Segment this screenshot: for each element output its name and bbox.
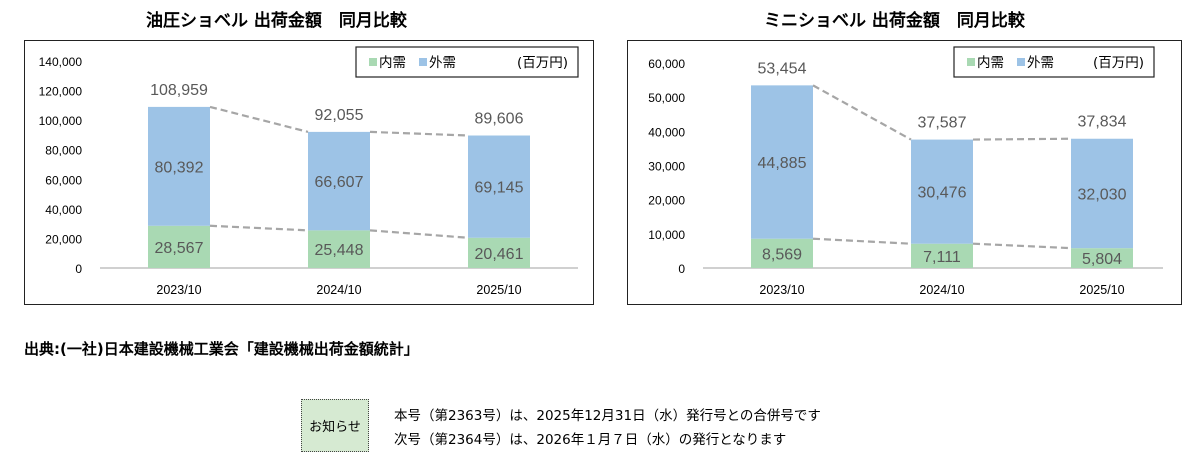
hydraulic-legend-label-export: 外需 [429,55,456,71]
source-citation: 出典:(一社)日本建設機械工業会「建設機械出荷金額統計」 [24,340,419,358]
mini-y-tick-label: 10,000 [648,228,685,242]
hydraulic-x-tick-label: 2024/10 [316,283,361,297]
chart-panel-hydraulic: 0 20,000 40,000 60,000 80,000 100,000 120,000 1… [24,40,594,305]
mini-y-tick-label: 50,000 [648,91,685,105]
chart-title-hydraulic: 油圧ショベル 出荷金額 同月比較 [146,11,407,31]
mini-legend-label-domestic: 内需 [977,55,1004,71]
chart-title-mini: ミニショベル 出荷金額 同月比較 [764,11,1025,31]
hydraulic-label-domestic: 20,461 [475,246,524,263]
hydraulic-y-tick-label: 100,000 [39,114,83,128]
notice-line-1: 本号（第2363号）は、2025年12月31日（水）発行号との合併号です [394,408,821,424]
mini-label-domestic: 8,569 [762,246,802,263]
mini-label-total: 53,454 [758,60,807,77]
hydraulic-connector-domestic [369,229,469,239]
hydraulic-legend-swatch-export [419,58,427,66]
mini-legend-box [953,46,1155,78]
hydraulic-y-tick-label: 140,000 [39,55,83,69]
mini-bar-domestic [911,243,973,268]
hydraulic-label-total: 89,606 [475,111,524,128]
mini-label-export: 44,885 [758,155,807,172]
hydraulic-bar-export [148,106,210,226]
mini-x-tick-label: 2025/10 [1079,283,1124,297]
mini-label-domestic: 7,111 [923,249,961,266]
mini-legend-swatch-export [1017,58,1025,66]
mini-legend-label-export: 外需 [1027,55,1054,71]
mini-chart-svg: 0 10,000 20,000 30,000 40,000 50,000 60,000 8,5… [648,46,1163,297]
hydraulic-y-tick-label: 80,000 [45,144,82,158]
mini-y-tick-label: 40,000 [648,125,685,139]
hydraulic-bar-export [308,131,370,231]
notice-badge: お知らせ [301,399,369,452]
mini-y-tick-label: 30,000 [648,160,685,174]
hydraulic-label-export: 80,392 [155,159,204,176]
hydraulic-label-total: 108,959 [150,82,208,99]
notice-badge-label: お知らせ [309,420,361,435]
mini-y-tick-label: 0 [678,262,685,276]
mini-connector-total [972,137,1072,141]
mini-legend-swatch-domestic [967,58,975,66]
hydraulic-legend-swatch-domestic [369,58,377,66]
chart-panel-mini: 0 10,000 20,000 30,000 40,000 50,000 60,000 8,5… [627,40,1182,305]
hydraulic-x-tick-label: 2023/10 [156,283,201,297]
hydraulic-label-export: 66,607 [315,174,364,191]
mini-connector-domestic [972,242,1072,250]
hydraulic-bar-domestic [308,230,370,268]
hydraulic-y-tick-label: 20,000 [45,232,82,246]
mini-y-tick-label: 60,000 [648,57,685,71]
mini-label-total: 37,834 [1078,114,1127,131]
mini-y-tick-label: 20,000 [648,194,685,208]
hydraulic-legend-box [355,46,579,78]
mini-label-export: 32,030 [1078,186,1127,203]
hydraulic-legend-unit: (百万円) [517,55,568,71]
hydraulic-label-domestic: 28,567 [155,240,204,257]
hydraulic-legend-label-domestic: 内需 [379,55,406,71]
mini-x-tick-label: 2024/10 [919,283,964,297]
mini-bar-domestic [1071,248,1133,268]
mini-label-domestic: 5,804 [1082,251,1122,268]
mini-label-total: 37,587 [918,115,967,132]
hydraulic-connector-total [209,105,309,133]
hydraulic-label-domestic: 25,448 [315,242,364,259]
hydraulic-y-tick-label: 0 [75,262,82,276]
hydraulic-chart-svg: 0 20,000 40,000 60,000 80,000 100,000 120,000 1… [39,46,579,297]
mini-bar-export [911,139,973,244]
mini-connector-total [812,84,912,141]
hydraulic-bar-domestic [468,237,530,268]
hydraulic-bar-export [468,135,530,238]
hydraulic-bar-domestic [148,225,210,268]
hydraulic-label-export: 69,145 [475,180,524,197]
hydraulic-y-tick-label: 60,000 [45,173,82,187]
hydraulic-y-tick-label: 120,000 [39,85,83,99]
mini-bar-export [751,85,813,239]
hydraulic-y-tick-label: 40,000 [45,203,82,217]
mini-connector-domestic [812,237,912,245]
mini-bar-domestic [751,238,813,268]
hydraulic-connector-domestic [209,224,309,232]
mini-label-export: 30,476 [918,185,967,202]
hydraulic-x-tick-label: 2025/10 [476,283,521,297]
hydraulic-connector-total [369,130,469,137]
hydraulic-label-total: 92,055 [315,107,364,124]
mini-x-tick-label: 2023/10 [759,283,804,297]
mini-bar-export [1071,138,1133,249]
mini-legend-unit: (百万円) [1093,55,1144,71]
notice-line-2: 次号（第2364号）は、2026年１月７日（水）の発行となります [394,432,787,448]
